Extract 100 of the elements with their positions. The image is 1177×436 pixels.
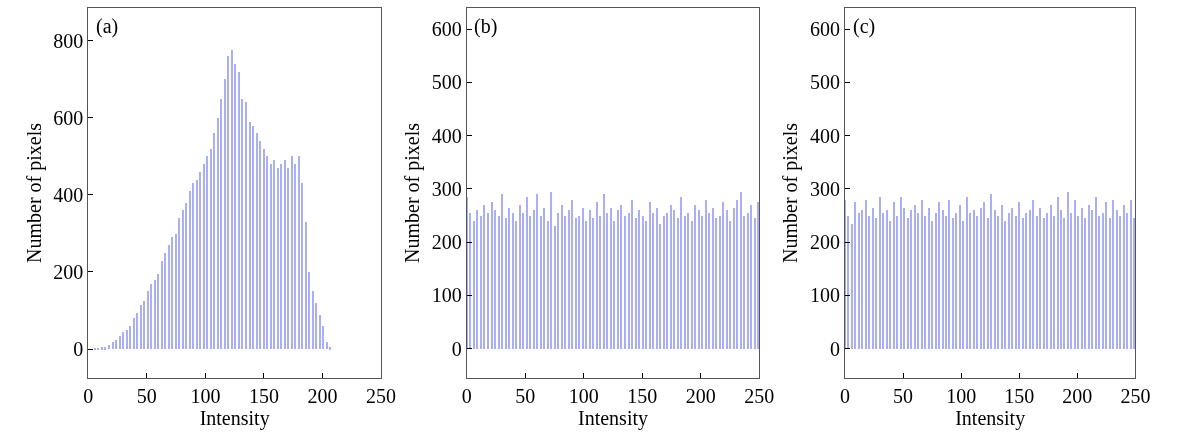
bar	[641, 215, 644, 349]
bar	[1104, 201, 1107, 349]
bar	[570, 199, 573, 349]
y-axis-title: Number of pixels	[401, 122, 425, 263]
bar	[899, 196, 902, 349]
x-tick-label: 200	[685, 385, 716, 408]
bar	[623, 215, 626, 349]
bar	[245, 101, 248, 349]
y-tick-label: 0	[451, 337, 462, 360]
bar	[97, 347, 100, 350]
x-tick-label: 250	[366, 385, 397, 408]
y-tick-label: 500	[809, 71, 840, 94]
bar	[157, 273, 160, 349]
bar	[115, 339, 118, 349]
y-tick-label: 600	[431, 18, 462, 41]
y-tick-label: 100	[809, 284, 840, 307]
bar	[885, 209, 888, 349]
bar	[581, 207, 584, 349]
bar	[291, 155, 294, 349]
bar	[1042, 217, 1045, 349]
y-tick-label: 100	[431, 284, 462, 307]
bar	[231, 49, 234, 349]
bar	[486, 212, 489, 349]
bar	[329, 346, 332, 350]
y-tick-label: 300	[431, 177, 462, 200]
bar	[892, 201, 895, 349]
bar	[273, 159, 276, 349]
bar	[1031, 199, 1034, 349]
bar	[609, 207, 612, 349]
bar	[185, 202, 188, 349]
bar	[574, 217, 577, 349]
bar	[535, 193, 538, 349]
bar	[312, 290, 315, 349]
y-tick-label: 400	[809, 124, 840, 147]
bar	[693, 204, 696, 349]
x-tick-label: 200	[1062, 385, 1093, 408]
bar	[249, 121, 252, 349]
bar	[669, 204, 672, 349]
bar	[1045, 212, 1048, 349]
bar	[739, 191, 742, 349]
bar	[721, 201, 724, 349]
bar	[220, 98, 223, 349]
bar	[954, 212, 957, 349]
bar	[263, 148, 266, 349]
bar	[947, 199, 950, 349]
bar	[213, 132, 216, 349]
bar	[511, 212, 514, 349]
bar	[482, 204, 485, 349]
bar	[542, 207, 545, 349]
bar	[1017, 201, 1020, 349]
bar	[1000, 204, 1003, 349]
y-tick-label: 500	[431, 71, 462, 94]
bar	[909, 209, 912, 349]
bar	[725, 209, 728, 349]
bar	[1087, 204, 1090, 349]
bar	[1111, 199, 1114, 349]
bar	[920, 199, 923, 349]
bar	[1021, 217, 1024, 349]
bar	[679, 196, 682, 349]
annotation: (a)	[96, 15, 119, 38]
bar	[853, 201, 856, 349]
bar	[993, 209, 996, 349]
bar	[549, 191, 552, 349]
bar	[683, 215, 686, 349]
bar	[672, 209, 675, 349]
bar	[1129, 199, 1132, 349]
y-tick-label: 300	[809, 177, 840, 200]
bar	[655, 207, 658, 349]
bar	[270, 163, 273, 349]
bar	[171, 236, 174, 349]
bar	[735, 199, 738, 349]
x-tick-label: 250	[1120, 385, 1151, 408]
bar	[466, 196, 468, 349]
y-tick-label: 400	[431, 124, 462, 147]
x-tick-label: 100	[568, 385, 599, 408]
bar	[756, 201, 759, 349]
bar	[644, 220, 647, 349]
bar	[298, 155, 301, 349]
bar	[982, 201, 985, 349]
bar	[252, 125, 255, 349]
bar	[319, 314, 322, 349]
y-tick-label: 600	[53, 106, 84, 129]
bar	[913, 204, 916, 349]
bar	[871, 207, 874, 349]
bar	[749, 204, 752, 349]
bar	[665, 212, 668, 349]
bar	[525, 196, 528, 349]
bar	[972, 209, 975, 349]
bar	[711, 207, 714, 349]
bar	[507, 207, 510, 349]
bar	[1049, 204, 1052, 349]
bar	[878, 196, 881, 349]
x-tick-label: 150	[627, 385, 658, 408]
bar	[864, 199, 867, 349]
bar	[588, 209, 591, 349]
annotation: (c)	[853, 15, 876, 38]
bar	[1056, 196, 1059, 349]
bar	[704, 199, 707, 349]
bar	[1094, 196, 1097, 349]
y-axis-title: Number of pixels	[22, 122, 46, 263]
